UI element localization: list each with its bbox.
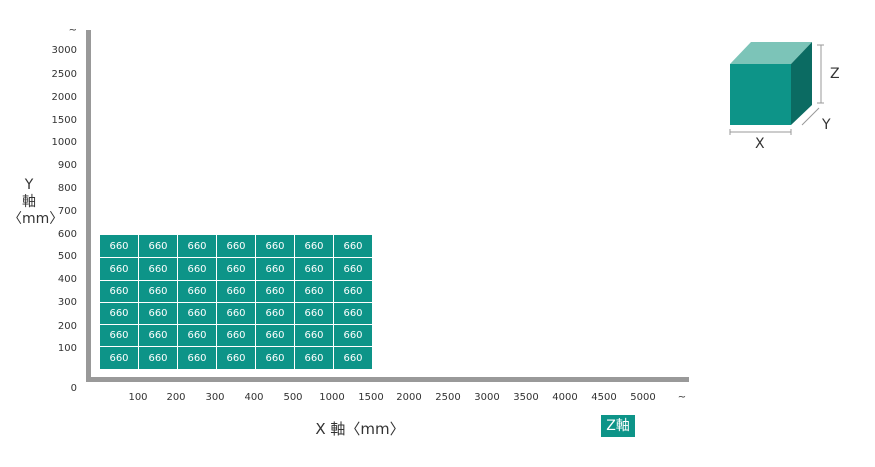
value-cell: 660 xyxy=(295,303,334,325)
y-tick-label: 800 xyxy=(57,183,77,194)
value-cell: 660 xyxy=(139,258,178,281)
cube-y-label: Y xyxy=(822,117,831,133)
x-tick-label: 1000 xyxy=(319,392,345,403)
value-cell: 660 xyxy=(334,281,373,303)
x-tick-label: 300 xyxy=(205,392,225,403)
y-tick-label: 700 xyxy=(57,206,77,217)
value-cell: 660 xyxy=(256,303,295,325)
y-tick-label: 200 xyxy=(57,321,77,332)
value-cell: 660 xyxy=(256,258,295,281)
value-cell: 660 xyxy=(100,303,139,325)
x-tick-label: 500 xyxy=(283,392,303,403)
y-tick-label: ~ xyxy=(68,25,77,36)
y-axis-line xyxy=(86,30,91,382)
value-cell: 660 xyxy=(139,347,178,370)
z-axis-badge: Z軸 xyxy=(601,415,635,437)
y-tick-label: 100 xyxy=(57,343,77,354)
value-cell: 660 xyxy=(100,281,139,303)
x-tick-label: 2000 xyxy=(396,392,422,403)
x-tick-label: 400 xyxy=(244,392,264,403)
x-tick-label: 2500 xyxy=(435,392,461,403)
y-tick-label: 300 xyxy=(57,297,77,308)
value-cell: 660 xyxy=(217,235,256,258)
value-cell: 660 xyxy=(139,235,178,258)
y-tick-label: 900 xyxy=(57,160,77,171)
value-cell: 660 xyxy=(217,258,256,281)
y-axis-label: Y 軸 〈mm〉 xyxy=(8,177,64,228)
x-tick-label: 5000 xyxy=(630,392,656,403)
value-cell: 660 xyxy=(100,258,139,281)
value-cell: 660 xyxy=(334,303,373,325)
y-tick-label: 400 xyxy=(57,274,77,285)
y-tick-label: 3000 xyxy=(51,45,77,56)
value-cell: 660 xyxy=(178,281,217,303)
value-cell: 660 xyxy=(178,235,217,258)
value-cell: 660 xyxy=(139,325,178,347)
y-tick-label: 2000 xyxy=(51,92,77,103)
y-axis-label-line: Y xyxy=(24,177,34,193)
value-cell: 660 xyxy=(100,347,139,370)
value-cell: 660 xyxy=(139,281,178,303)
y-tick-label: 0 xyxy=(70,383,77,394)
value-cell: 660 xyxy=(256,347,295,370)
x-tick-label: 100 xyxy=(128,392,148,403)
cube-front-face xyxy=(730,64,791,125)
y-tick-label: 500 xyxy=(57,251,77,262)
y-dimension-line xyxy=(801,107,820,126)
cube-icon xyxy=(729,42,824,135)
cube-z-label: Z xyxy=(830,66,840,82)
value-cell: 660 xyxy=(100,325,139,347)
value-cell: 660 xyxy=(256,325,295,347)
y-tick-label: 600 xyxy=(57,229,77,240)
x-tick-label: ~ xyxy=(677,392,687,403)
x-tick-label: 4500 xyxy=(591,392,617,403)
x-tick-label: 200 xyxy=(166,392,186,403)
value-cell: 660 xyxy=(334,235,373,258)
y-tick-label: 2500 xyxy=(51,69,77,80)
value-cell: 660 xyxy=(178,325,217,347)
cube-side-face xyxy=(791,42,812,125)
value-cell: 660 xyxy=(334,258,373,281)
y-tick-label: 1000 xyxy=(51,137,77,148)
x-tick-label: 3000 xyxy=(474,392,500,403)
value-cell: 660 xyxy=(217,303,256,325)
value-cell: 660 xyxy=(178,258,217,281)
x-tick-label: 3500 xyxy=(513,392,539,403)
value-cell: 660 xyxy=(217,325,256,347)
value-cell: 660 xyxy=(334,325,373,347)
x-tick-label: 1500 xyxy=(358,392,384,403)
value-cell: 660 xyxy=(295,258,334,281)
value-cell: 660 xyxy=(295,235,334,258)
y-axis-label-line: 軸 xyxy=(22,194,36,210)
x-axis-line xyxy=(86,377,689,382)
x-axis-label: X 軸〈mm〉 xyxy=(315,420,405,438)
value-cell: 660 xyxy=(295,281,334,303)
x-tick-label: 4000 xyxy=(552,392,578,403)
value-cell: 660 xyxy=(139,303,178,325)
value-cell: 660 xyxy=(256,281,295,303)
value-cell: 660 xyxy=(295,347,334,370)
cube-top-face xyxy=(730,42,812,64)
y-axis-label-line: 〈mm〉 xyxy=(8,211,64,227)
value-cell: 660 xyxy=(256,235,295,258)
value-cell: 660 xyxy=(295,325,334,347)
value-cell: 660 xyxy=(178,347,217,370)
value-cell: 660 xyxy=(100,235,139,258)
value-cell: 660 xyxy=(217,281,256,303)
value-cell: 660 xyxy=(217,347,256,370)
value-cell: 660 xyxy=(334,347,373,370)
value-cell: 660 xyxy=(178,303,217,325)
y-tick-label: 1500 xyxy=(51,115,77,126)
cube-x-label: X xyxy=(755,136,765,152)
